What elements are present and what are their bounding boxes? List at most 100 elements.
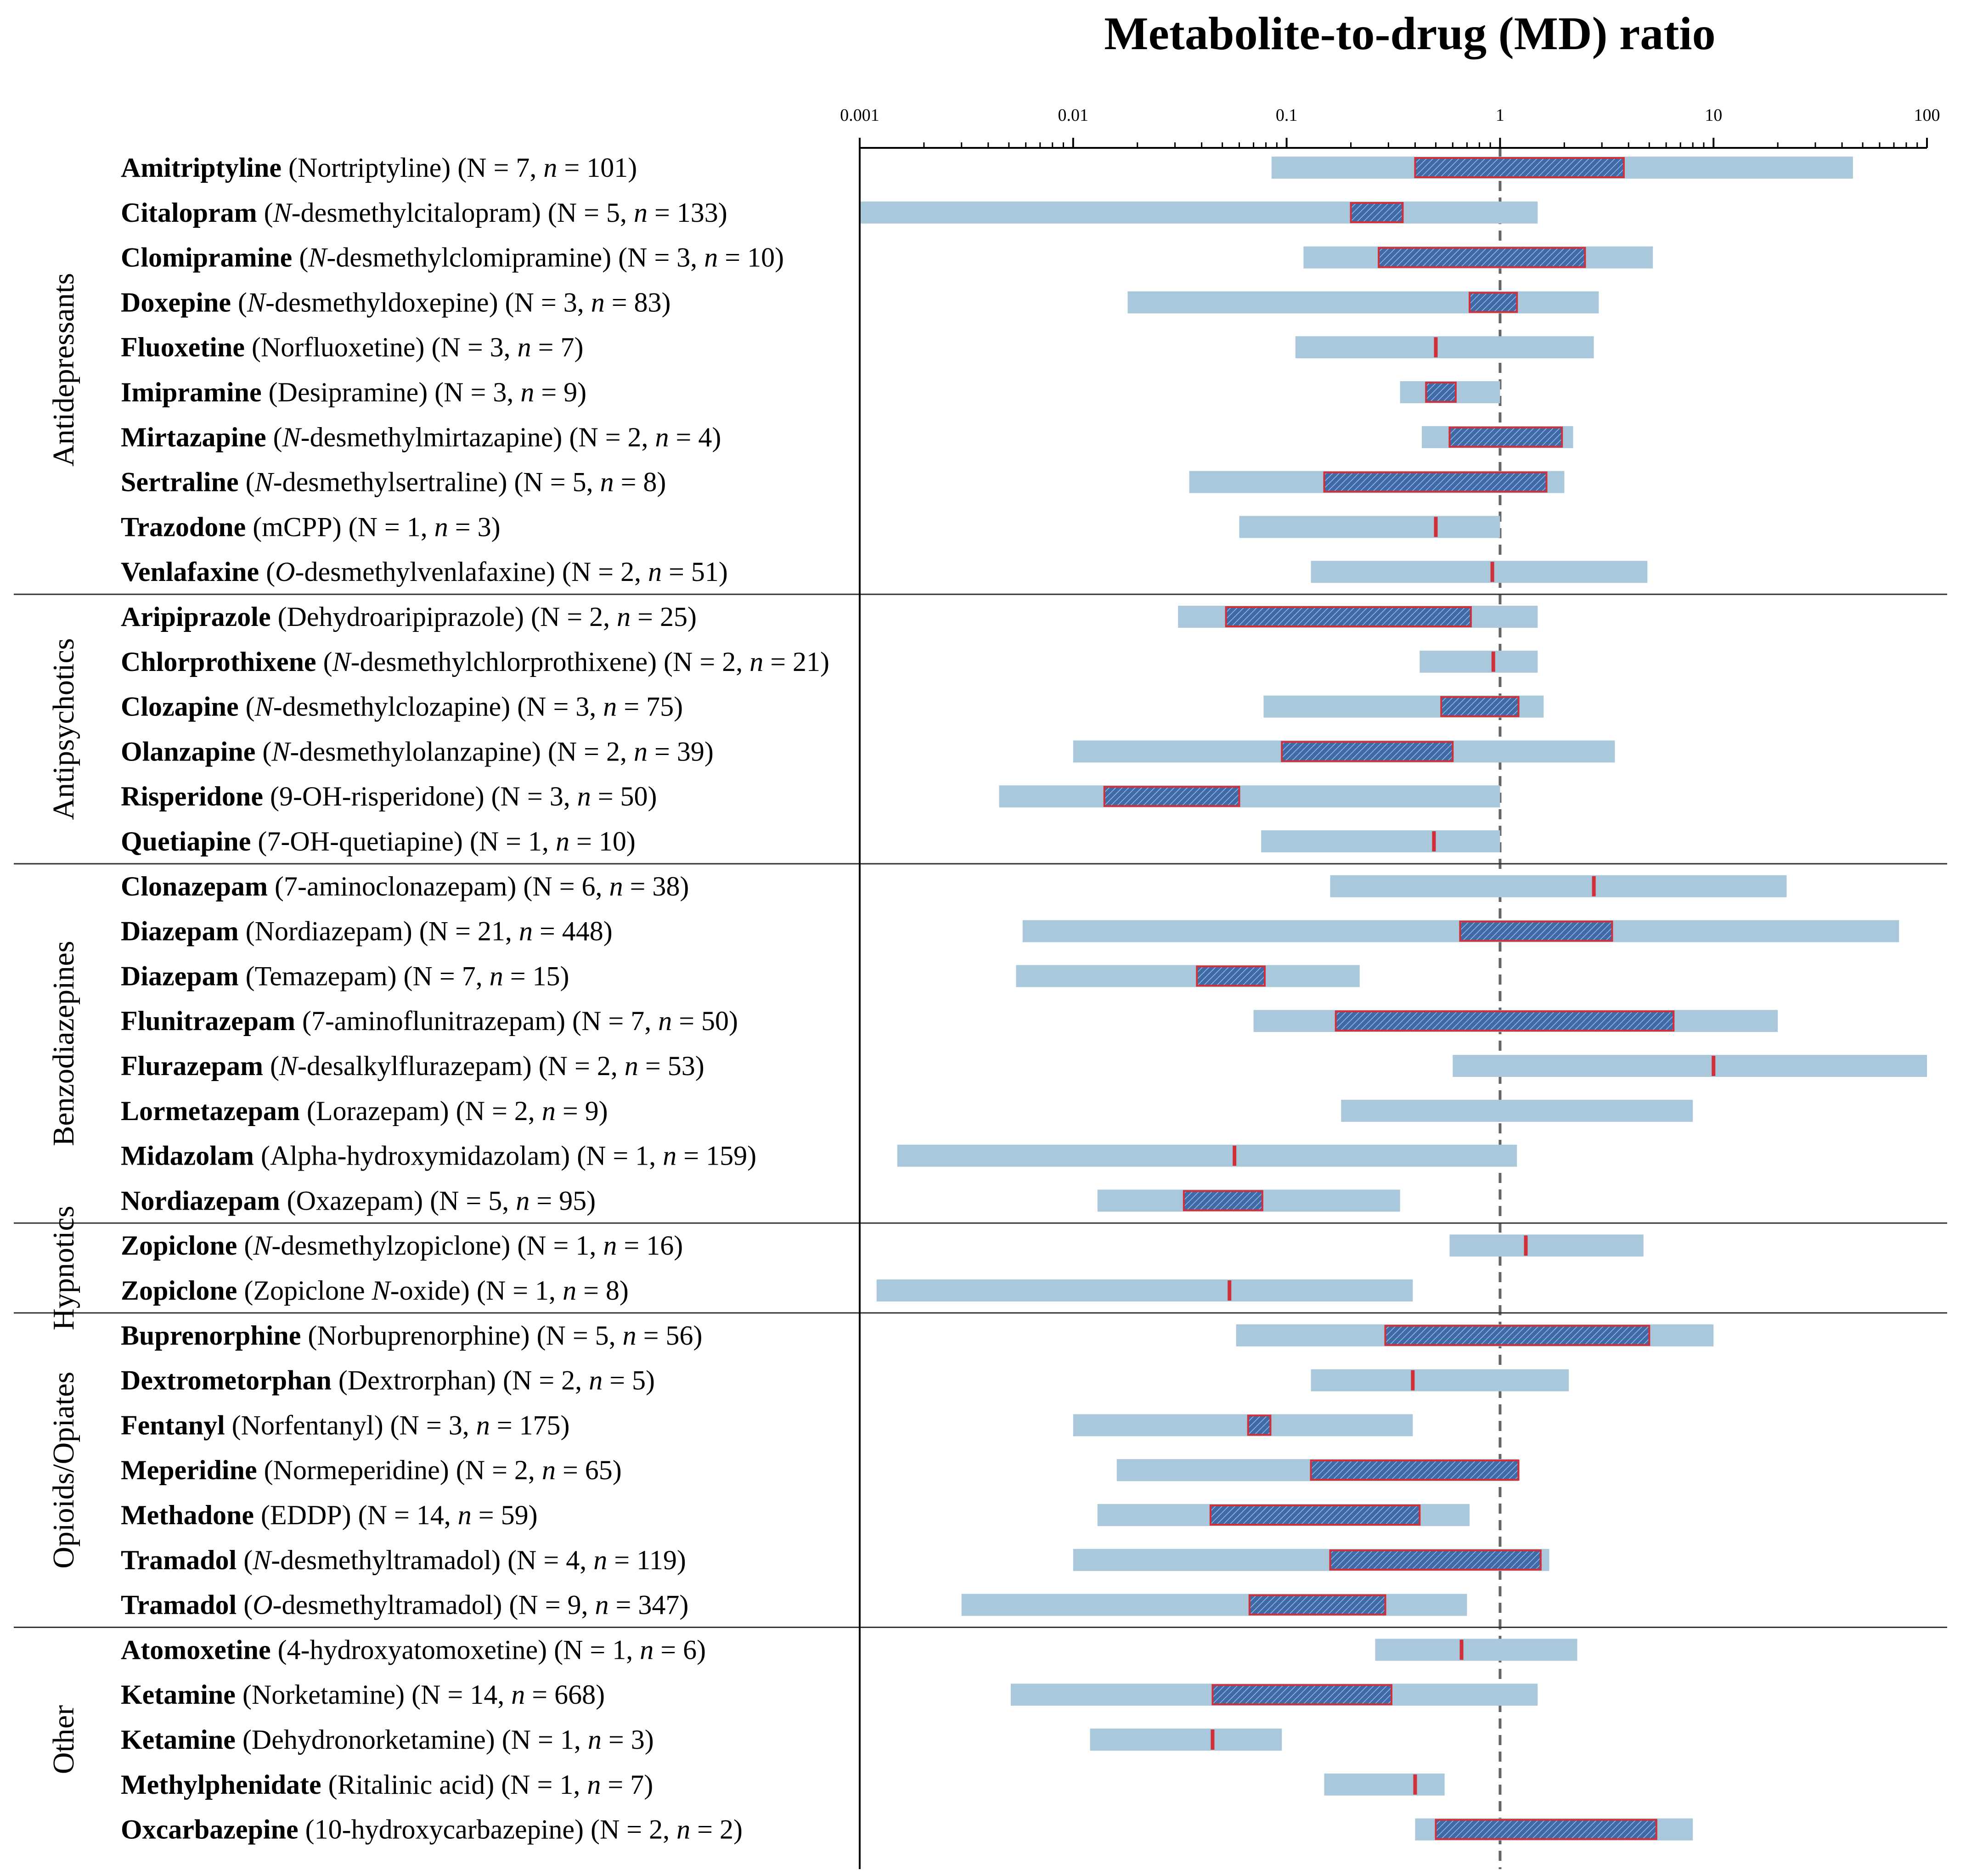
iqr-box <box>1335 1010 1675 1032</box>
count-big-n: ) (N = 3, <box>418 377 520 407</box>
count-n-symbol: n <box>749 647 763 677</box>
drug-name: Chlorprothixene <box>121 647 316 677</box>
drug-name: Oxcarbazepine <box>121 1814 299 1845</box>
count-big-n: ) (N = 5, <box>414 1185 516 1216</box>
row-label: Clomipramine (N-desmethylclomipramine) (… <box>121 242 784 273</box>
iqr-box <box>1247 1414 1272 1436</box>
metabolite-open: ( <box>295 1006 311 1036</box>
range-bar <box>897 1144 1517 1167</box>
metabolite-open: ( <box>251 826 267 856</box>
drug-name: Ketamine <box>121 1679 236 1710</box>
count-big-n: ) (N = 3, <box>602 242 704 273</box>
drug-name: Trazodone <box>121 512 246 542</box>
iqr-box <box>1469 292 1518 313</box>
count-n-symbol: n <box>476 1410 490 1440</box>
range-bar <box>1420 650 1538 673</box>
row-label: Zopiclone (Zopiclone N-oxide) (N = 1, n … <box>121 1275 629 1306</box>
row-label: Trazodone (mCPP) (N = 1, n = 3) <box>121 512 501 542</box>
range-bar <box>1239 516 1500 538</box>
count-small-n: = 8) <box>576 1275 629 1306</box>
metabolite-name: -desalkylflurazepam <box>298 1051 523 1081</box>
range-bar <box>999 785 1500 808</box>
range-bar <box>876 1279 1413 1301</box>
drug-name: Mirtazapine <box>121 422 266 452</box>
metabolite-open: ( <box>237 1275 253 1306</box>
metabolite-name: -desmethyldoxepine <box>265 287 489 317</box>
count-n-symbol: n <box>591 287 605 317</box>
count-n-symbol: n <box>648 557 662 587</box>
count-small-n: = 10) <box>569 826 636 856</box>
count-small-n: = 3) <box>448 512 501 542</box>
drug-name: Dextrometorphan <box>121 1365 332 1396</box>
metabolite-name: Norfluoxetine <box>261 332 416 362</box>
count-n-symbol: n <box>593 1545 607 1575</box>
drug-name: Lormetazepam <box>121 1096 300 1126</box>
count-big-n: ) (N = 1, <box>454 826 556 856</box>
group-label: Opioids/Opiates <box>47 1372 80 1569</box>
count-big-n: ) (N = 5, <box>498 467 600 497</box>
count-big-n: ) (N = 2, <box>532 736 634 766</box>
metabolite-name: Ritalinic acid <box>338 1769 485 1800</box>
metabolite-open: ( <box>280 1185 296 1216</box>
metabolite-prefix: N <box>254 467 275 497</box>
drug-name: Quetiapine <box>121 826 251 856</box>
iqr-box <box>1384 1324 1651 1346</box>
row-label: Zopiclone (N-desmethylzopiclone) (N = 1,… <box>121 1230 683 1261</box>
count-big-n: ) (N = 2, <box>523 1051 625 1081</box>
count-n-symbol: n <box>609 871 623 901</box>
row-label: Ketamine (Dehydronorketamine) (N = 1, n … <box>121 1724 654 1755</box>
iqr-box <box>1248 1594 1386 1616</box>
row-label: Doxepine (N-desmethyldoxepine) (N = 3, n… <box>121 287 671 317</box>
row-label: Oxcarbazepine (10-hydroxycarbazepine) (N… <box>121 1814 743 1845</box>
metabolite-open: ( <box>262 377 278 407</box>
iqr-box <box>1414 157 1625 178</box>
iqr-box <box>1378 247 1586 268</box>
drug-name: Venlafaxine <box>121 557 259 587</box>
range-bar <box>1341 1099 1693 1122</box>
metabolite-open: ( <box>237 1230 253 1261</box>
metabolite-prefix: N <box>332 647 352 677</box>
median-tick <box>1592 876 1596 896</box>
drug-name: Olanzapine <box>121 736 255 766</box>
metabolite-prefix: N <box>308 242 328 273</box>
drug-name: Diazepam <box>121 916 239 946</box>
drug-name: Clozapine <box>121 692 239 722</box>
range-bar <box>1330 875 1787 897</box>
metabolite-prefix: N <box>273 197 293 228</box>
metabolite-prefix: N <box>282 422 302 452</box>
metabolite-open: ( <box>271 602 287 632</box>
metabolite-name: -desmethylolanzapine <box>290 736 531 766</box>
iqr-box <box>1323 471 1548 493</box>
count-small-n: = 10) <box>718 242 784 273</box>
count-big-n: ) (N = 3, <box>489 287 591 317</box>
metabolite-name: Oxazepam <box>296 1185 414 1216</box>
count-small-n: = 51) <box>662 557 728 587</box>
drug-name: Imipramine <box>121 377 262 407</box>
metabolite-open: ( <box>259 557 275 587</box>
metabolite-open: ( <box>282 152 298 183</box>
median-tick <box>1411 1370 1415 1391</box>
iqr-box <box>1183 1190 1263 1211</box>
metabolite-open: ( <box>292 242 308 273</box>
metabolite-name: Desipramine <box>278 377 419 407</box>
range-bar <box>1449 1234 1644 1257</box>
count-small-n: = 59) <box>472 1500 538 1530</box>
x-tick-label: 100 <box>1914 106 1940 125</box>
count-small-n: = 668) <box>525 1679 605 1710</box>
metabolite-name: 9-OH-risperidone <box>279 781 475 811</box>
chart-title: Metabolite-to-drug (MD) ratio <box>1104 8 1716 60</box>
metabolite-open: ( <box>299 1814 315 1845</box>
count-n-symbol: n <box>640 1634 653 1665</box>
group-label: Benzodiazepines <box>47 941 80 1146</box>
median-tick <box>1211 1730 1215 1750</box>
metabolite-name: -desmethylclomipramine <box>327 242 602 273</box>
count-n-symbol: n <box>603 1230 617 1261</box>
metabolite-open: ( <box>231 287 247 317</box>
metabolite-open: ( <box>225 1410 241 1440</box>
drug-name: Flunitrazepam <box>121 1006 295 1036</box>
count-n-symbol: n <box>663 1141 676 1171</box>
drug-name: Doxepine <box>121 287 231 317</box>
count-small-n: = 133) <box>648 197 727 228</box>
metabolite-name: -desmethylcitalopram <box>292 197 532 228</box>
metabolite-name: 4-hydroxyatomoxetine <box>287 1634 538 1665</box>
